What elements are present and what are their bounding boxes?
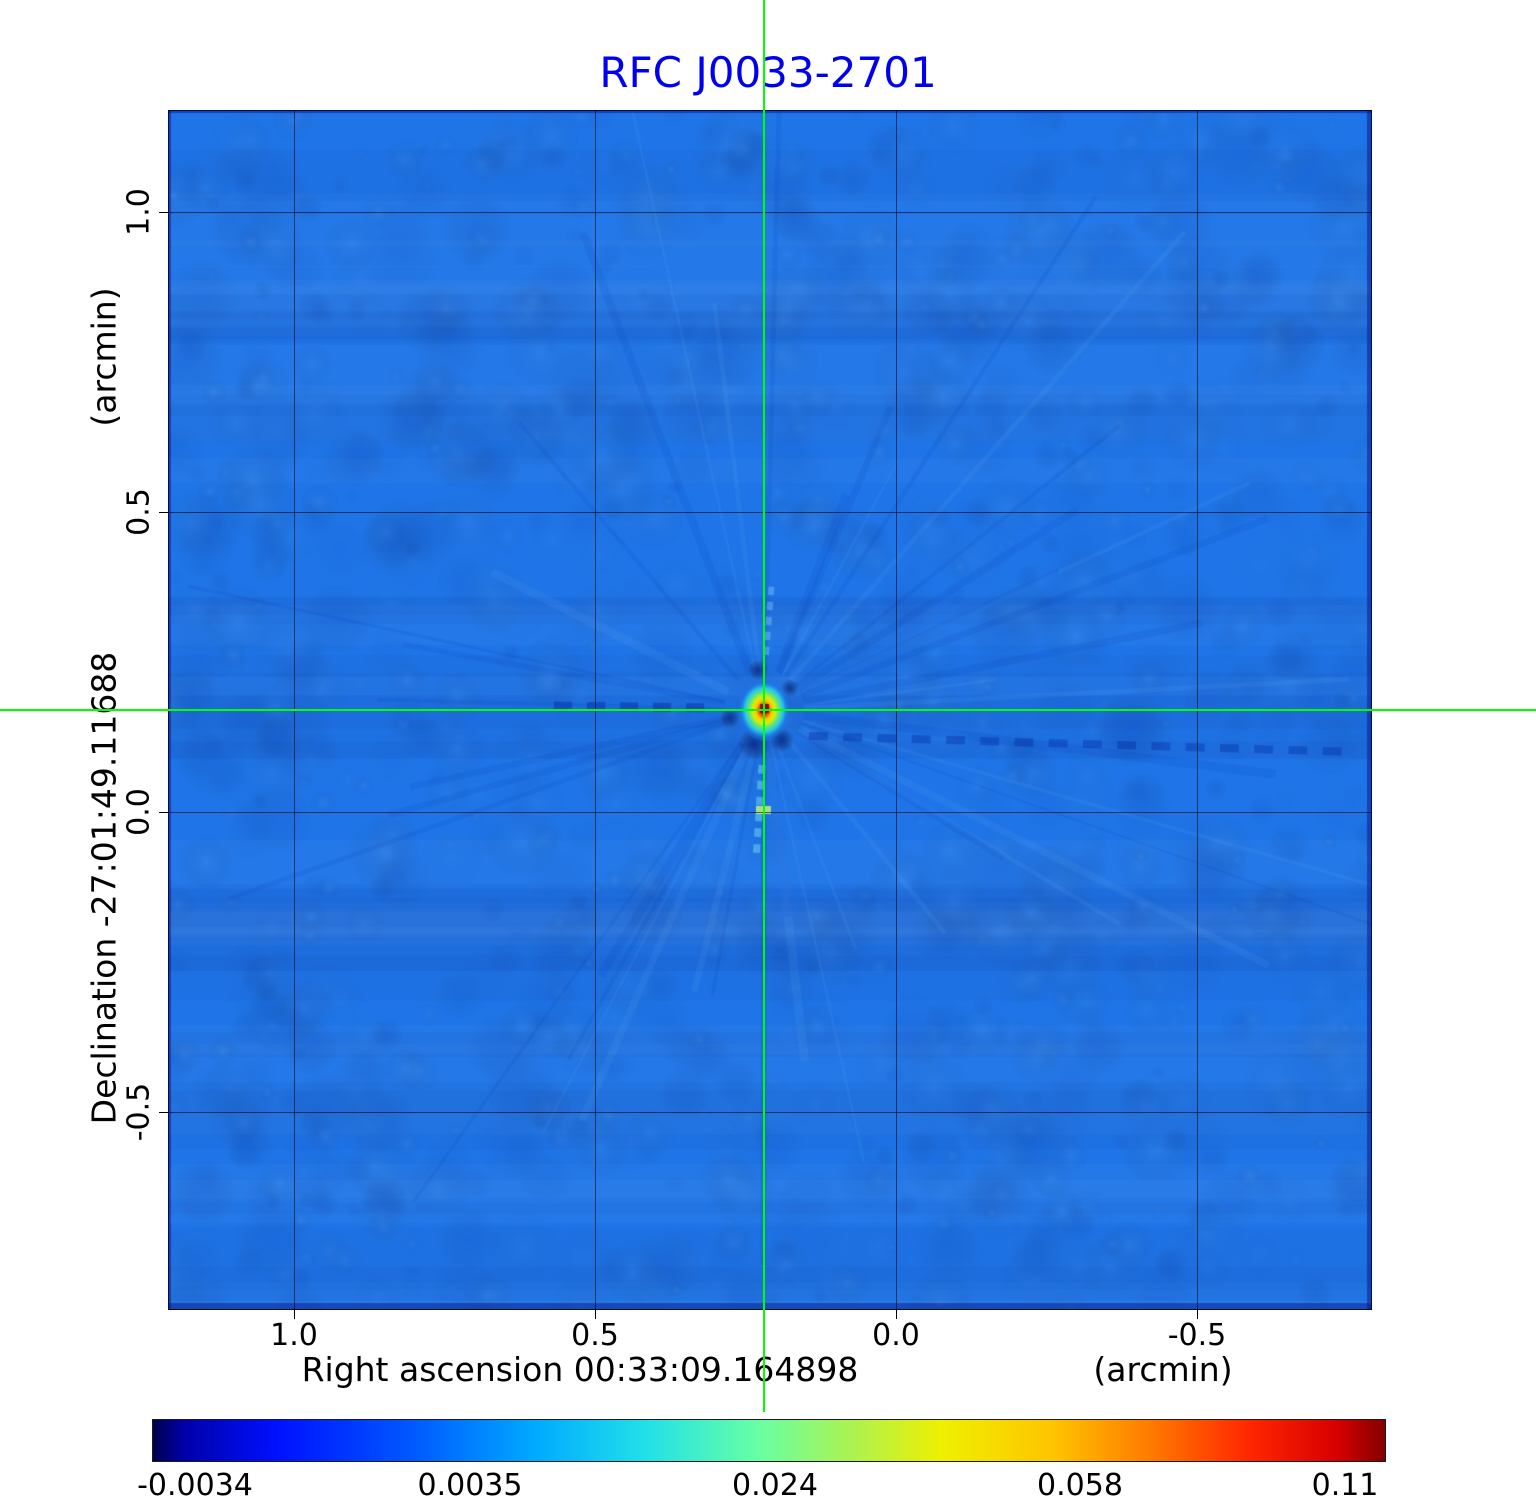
x-tick-label-1: 1.0 [270, 1318, 318, 1353]
y-tick-mark [159, 1112, 168, 1113]
x-tick-mark [595, 1310, 596, 1319]
sky-map-canvas [168, 110, 1372, 1310]
y-tick-label-3: 0.0 [121, 788, 157, 836]
colorbar-tick-label-4: 0.058 [1037, 1468, 1123, 1503]
colorbar-tick-label-2: 0.0035 [417, 1468, 523, 1503]
y-tick-mark [159, 212, 168, 213]
y-tick-label-1: 1.0 [121, 188, 157, 236]
colorbar-tick-label-3: 0.024 [732, 1468, 818, 1503]
colorbar-tick-label-5: 0.11 [1311, 1468, 1379, 1503]
x-tick-mark [896, 1310, 897, 1319]
y-tick-mark [159, 512, 168, 513]
x-tick-label-4: -0.5 [1167, 1318, 1227, 1353]
grid-line-horizontal [168, 212, 1372, 213]
x-tick-label-2: 0.5 [571, 1318, 619, 1353]
x-axis-unit-label: (arcmin) [1093, 1350, 1233, 1389]
y-axis-unit-label: (arcmin) [84, 287, 124, 427]
grid-line-horizontal [168, 1112, 1372, 1113]
y-tick-label-4: -0.5 [121, 1082, 157, 1142]
grid-line-vertical [1197, 110, 1198, 1310]
sky-map [168, 110, 1372, 1310]
colorbar [152, 1419, 1386, 1462]
y-tick-label-2: 0.5 [121, 488, 157, 536]
x-tick-mark [294, 1310, 295, 1319]
colorbar-tick-label-1: -0.0034 [137, 1468, 253, 1503]
grid-line-vertical [294, 110, 295, 1310]
y-axis-label: Declination -27:01:49.11688 [84, 651, 124, 1125]
y-tick-mark [159, 812, 168, 813]
grid-line-horizontal [168, 812, 1372, 813]
page-title: RFC J0033-2701 [599, 48, 937, 97]
grid-line-horizontal [168, 512, 1372, 513]
x-tick-mark [1197, 1310, 1198, 1319]
grid-line-vertical [595, 110, 596, 1310]
x-tick-label-3: 0.0 [872, 1318, 920, 1353]
grid-line-vertical [896, 110, 897, 1310]
x-axis-label: Right ascension 00:33:09.164898 [301, 1350, 859, 1389]
